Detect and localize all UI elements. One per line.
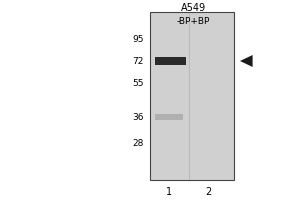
Text: 95: 95	[133, 36, 144, 45]
Polygon shape	[240, 55, 253, 67]
Bar	[154, 114, 183, 120]
Text: 36: 36	[133, 112, 144, 121]
Bar	[150, 12, 234, 180]
Text: -BP+BP: -BP+BP	[177, 18, 210, 26]
Text: 28: 28	[133, 138, 144, 148]
Text: A549: A549	[181, 3, 206, 13]
Text: 2: 2	[206, 187, 212, 197]
Text: 1: 1	[167, 187, 172, 197]
Text: 55: 55	[133, 78, 144, 88]
Bar	[154, 57, 186, 65]
Text: 72: 72	[133, 56, 144, 66]
